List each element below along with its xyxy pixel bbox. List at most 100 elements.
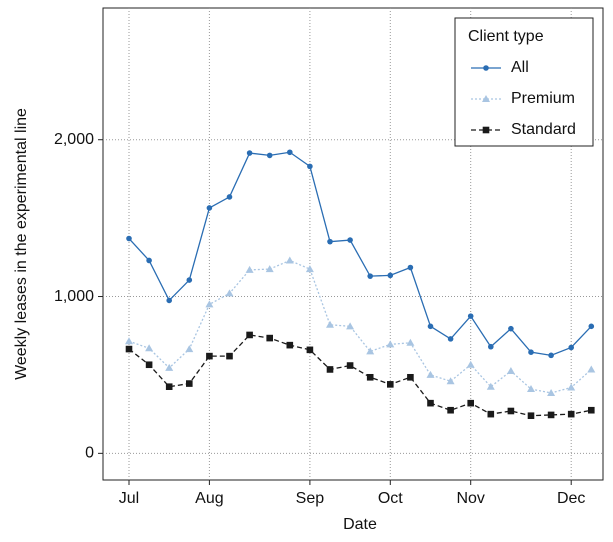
point	[346, 362, 354, 369]
point	[568, 344, 574, 351]
point	[467, 399, 474, 407]
point	[588, 323, 595, 330]
series	[126, 149, 595, 359]
legend: Client type All Premium Standard	[454, 17, 594, 147]
point	[447, 336, 454, 342]
point	[326, 320, 334, 328]
point	[145, 361, 153, 369]
point	[386, 340, 395, 348]
point	[407, 373, 414, 381]
series-line	[128, 151, 592, 357]
point	[326, 366, 334, 373]
point	[266, 152, 273, 159]
point	[487, 410, 495, 418]
point	[307, 163, 313, 170]
point	[285, 256, 294, 264]
point	[126, 235, 132, 242]
series-line	[128, 259, 592, 394]
point	[287, 149, 293, 156]
point	[367, 273, 374, 279]
point	[347, 237, 353, 243]
point	[447, 406, 454, 414]
x-axis-title: Date	[343, 516, 377, 533]
point	[486, 382, 495, 390]
x-tick-label: Nov	[456, 490, 484, 507]
point	[488, 343, 494, 350]
point	[446, 377, 455, 385]
point	[125, 345, 133, 353]
point	[466, 360, 475, 368]
point	[225, 289, 234, 297]
point	[245, 265, 254, 273]
y-axis-title: Weekly leases in the experimental line	[13, 108, 30, 380]
point	[186, 277, 193, 283]
series	[125, 331, 595, 420]
point	[427, 323, 434, 330]
x-tick-label: Oct	[378, 490, 403, 507]
legend-marker	[483, 65, 489, 71]
point	[507, 407, 515, 415]
point	[366, 347, 375, 355]
point	[366, 373, 374, 381]
legend-label: Standard	[511, 121, 576, 138]
point	[426, 370, 435, 378]
point	[226, 194, 233, 200]
point	[226, 352, 233, 360]
point	[567, 410, 575, 418]
point	[145, 344, 154, 352]
point	[266, 334, 273, 342]
point	[246, 150, 253, 156]
x-tick-label: Dec	[557, 490, 585, 507]
point	[527, 412, 535, 420]
point	[407, 264, 414, 271]
point	[206, 205, 213, 211]
point	[527, 385, 535, 393]
point	[567, 383, 576, 391]
legend-box	[454, 17, 594, 147]
point	[286, 341, 294, 349]
point	[587, 365, 596, 373]
point	[547, 411, 555, 419]
point	[387, 272, 394, 279]
x-tick-label: Jul	[119, 490, 139, 507]
point	[508, 325, 514, 332]
point	[548, 352, 554, 359]
point	[506, 367, 515, 375]
x-tick-label: Aug	[195, 490, 223, 507]
point	[547, 388, 556, 396]
legend-marker	[482, 95, 490, 102]
point	[165, 363, 174, 371]
series-line	[128, 334, 592, 417]
point	[186, 380, 193, 387]
plot-frame	[102, 7, 604, 481]
point	[206, 352, 213, 360]
point	[265, 265, 274, 273]
legend-label: All	[511, 59, 529, 76]
series	[125, 256, 596, 396]
point	[588, 406, 595, 414]
legend-title: Client type	[468, 28, 544, 45]
y-tick-label: 2,000	[54, 131, 94, 148]
point	[205, 300, 214, 308]
point	[305, 265, 314, 273]
legend-marker	[482, 126, 490, 134]
legend-label: Premium	[511, 90, 575, 107]
point	[346, 322, 355, 330]
point	[185, 345, 194, 353]
point	[166, 297, 172, 304]
x-tick-label: Sep	[296, 490, 325, 507]
point	[427, 399, 434, 407]
point	[406, 338, 415, 346]
point	[467, 313, 474, 319]
point	[306, 346, 314, 354]
point	[146, 257, 152, 264]
point	[528, 349, 534, 355]
point	[327, 238, 333, 245]
y-tick-label: 1,000	[54, 288, 94, 305]
point	[125, 337, 133, 345]
point	[246, 331, 253, 339]
point	[165, 383, 173, 390]
point	[387, 381, 394, 388]
